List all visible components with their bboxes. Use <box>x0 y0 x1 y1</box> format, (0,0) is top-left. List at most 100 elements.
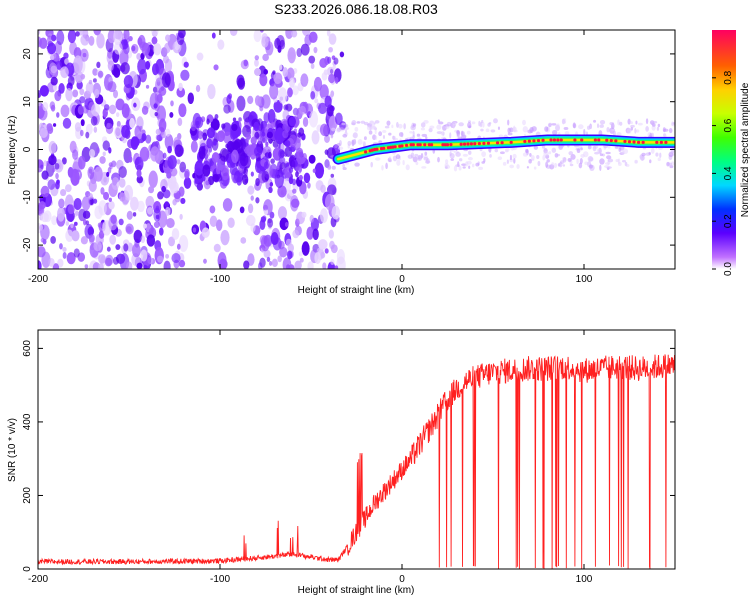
noise-blob <box>107 60 115 71</box>
noise-blob <box>73 47 82 59</box>
noise-blob <box>277 255 282 263</box>
noise-blob <box>202 132 208 141</box>
noise-blob <box>301 241 310 256</box>
halo-blob <box>625 164 630 167</box>
halo-blob <box>462 166 466 169</box>
halo-blob <box>606 155 612 160</box>
halo-blob <box>468 165 471 169</box>
halo-blob <box>634 159 638 164</box>
noise-blob <box>137 200 145 213</box>
noise-blob <box>107 166 112 174</box>
noise-blob <box>261 170 270 183</box>
noise-blob <box>142 223 147 229</box>
noise-blob <box>269 83 279 100</box>
halo-blob <box>507 132 513 136</box>
halo-blob <box>429 125 435 129</box>
noise-blob <box>292 188 297 194</box>
noise-blob <box>213 243 221 253</box>
noise-blob <box>96 61 101 69</box>
noise-blob <box>50 76 58 86</box>
noise-blob <box>155 134 160 141</box>
noise-blob <box>110 214 117 224</box>
noise-blob <box>54 162 60 170</box>
ridge-peak <box>559 138 563 142</box>
ridge-peak <box>486 141 491 145</box>
ridge-peak <box>632 140 636 144</box>
noise-blob <box>77 105 84 115</box>
halo-blob <box>562 157 567 163</box>
noise-blob <box>253 121 260 132</box>
noise-blob <box>154 112 158 117</box>
noise-blob <box>133 102 137 108</box>
noise-blob <box>319 84 329 100</box>
noise-blob <box>93 198 98 204</box>
halo-blob <box>512 153 517 159</box>
noise-blob <box>98 230 105 239</box>
halo-blob <box>576 158 579 165</box>
noise-blob <box>273 72 283 84</box>
ridge-peak <box>549 138 553 142</box>
halo-blob <box>458 122 464 127</box>
halo-blob <box>354 126 359 132</box>
halo-blob <box>567 157 572 162</box>
noise-blob <box>104 257 113 267</box>
noise-blob <box>39 224 44 231</box>
noise-blob <box>334 77 339 84</box>
noise-blob <box>260 216 267 223</box>
noise-blob <box>206 138 213 149</box>
halo-blob <box>533 145 538 150</box>
noise-blob <box>108 197 112 202</box>
halo-blob <box>402 159 405 166</box>
halo-blob <box>416 133 421 137</box>
halo-blob <box>630 124 635 128</box>
noise-blob <box>129 117 135 129</box>
halo-blob <box>331 127 336 132</box>
halo-blob <box>437 156 440 163</box>
noise-blob <box>164 133 174 150</box>
halo-blob <box>645 126 649 132</box>
halo-blob <box>410 152 415 159</box>
noise-blob <box>72 89 79 98</box>
noise-blob <box>40 164 44 170</box>
noise-blob <box>123 30 130 40</box>
halo-blob <box>526 165 529 169</box>
ridge-peak <box>509 140 513 144</box>
halo-blob <box>423 156 429 161</box>
noise-blob <box>59 243 63 250</box>
y-tick-label: 10 <box>22 96 33 108</box>
noise-blob <box>143 264 148 269</box>
noise-blob <box>74 210 79 216</box>
noise-blob <box>165 206 171 216</box>
halo-blob <box>461 134 467 139</box>
noise-blob <box>90 116 98 126</box>
halo-blob <box>481 151 487 157</box>
noise-blob <box>141 105 149 115</box>
noise-blob <box>310 63 315 70</box>
noise-blob <box>78 155 86 170</box>
noise-blob <box>318 239 328 250</box>
noise-blob <box>161 185 167 193</box>
noise-blob <box>88 179 97 192</box>
halo-blob <box>630 126 634 131</box>
halo-blob <box>635 120 638 125</box>
noise-blob <box>171 228 180 240</box>
halo-blob <box>458 158 463 162</box>
noise-blob <box>156 105 167 123</box>
ridge-peak <box>409 143 413 147</box>
noise-blob <box>184 168 190 179</box>
noise-blob <box>196 52 204 61</box>
noise-blob <box>115 244 121 251</box>
colorbar-label: Normalized spectral amplitude <box>740 82 750 217</box>
ridge-peak <box>382 146 386 150</box>
noise-blob <box>303 172 311 184</box>
noise-blob <box>236 74 245 88</box>
halo-blob <box>396 159 401 166</box>
noise-blob <box>168 236 175 247</box>
noise-blob <box>250 195 254 201</box>
ridge-peak <box>532 139 536 143</box>
noise-blob <box>311 130 320 145</box>
halo-blob <box>599 153 603 157</box>
noise-blob <box>71 230 80 242</box>
halo-blob <box>327 165 332 170</box>
halo-blob <box>547 122 552 128</box>
